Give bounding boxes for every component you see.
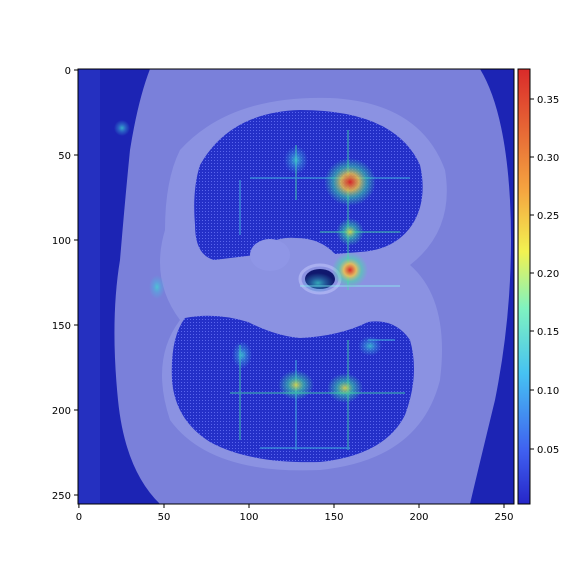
- colorbar-tick-label: 0.15: [537, 327, 559, 338]
- heatmap-image: [78, 69, 514, 504]
- colorbar-gradient: [518, 69, 530, 504]
- colorbar-tick-label: 0.30: [537, 153, 559, 164]
- colorbar-frame: [517, 68, 531, 505]
- hotspot: [284, 146, 308, 174]
- colorbar-tick-label: 0.25: [537, 211, 559, 222]
- hotspot: [324, 158, 376, 206]
- plot-frame: [77, 68, 515, 505]
- y-tick-label: 200: [52, 406, 71, 417]
- hotspot: [114, 120, 130, 136]
- hotspot: [336, 218, 364, 246]
- x-tick-label: 250: [494, 512, 513, 523]
- colorbar-tick-label: 0.35: [537, 95, 559, 106]
- hotspot: [358, 336, 382, 356]
- hotspot: [232, 341, 252, 369]
- x-tick-label: 100: [239, 512, 258, 523]
- y-tick-label: 100: [52, 236, 71, 247]
- y-tick-label: 50: [58, 151, 71, 162]
- colorbar-tick-label: 0.05: [537, 445, 559, 456]
- aorta: [250, 239, 290, 271]
- y-axis: 0 50 100 150 200 250: [52, 66, 78, 502]
- hotspot: [327, 373, 363, 403]
- y-tick-label: 250: [52, 491, 71, 502]
- hotspot: [302, 273, 334, 293]
- upper-lung: [194, 110, 423, 260]
- x-tick-label: 0: [76, 512, 82, 523]
- hotspots: [114, 120, 382, 403]
- x-tick-label: 50: [158, 512, 171, 523]
- colorbar: 0.05 0.10 0.15 0.20 0.25 0.30 0.35: [517, 68, 559, 505]
- colorbar-tick-label: 0.10: [537, 386, 559, 397]
- x-axis: 0 50 100 150 200 250: [76, 504, 514, 523]
- colorbar-tick-label: 0.20: [537, 269, 559, 280]
- x-tick-label: 150: [324, 512, 343, 523]
- y-tick-label: 150: [52, 321, 71, 332]
- x-tick-label: 200: [409, 512, 428, 523]
- edge-band: [78, 69, 100, 504]
- y-tick-label: 0: [65, 66, 71, 77]
- hotspot: [278, 370, 314, 400]
- hotspot: [332, 252, 368, 288]
- hotspot: [149, 275, 165, 299]
